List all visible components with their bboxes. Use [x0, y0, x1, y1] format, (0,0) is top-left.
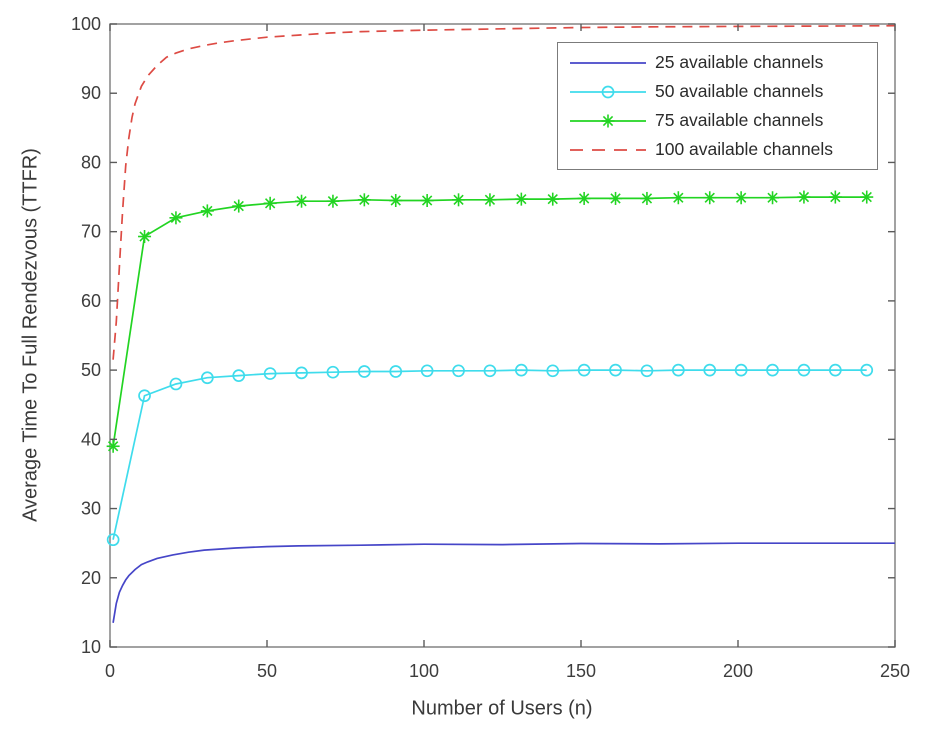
- series-75-available-channels: [106, 190, 874, 453]
- x-tick-label: 50: [257, 661, 277, 681]
- y-tick-label: 30: [81, 499, 101, 519]
- legend-label-50-channels: 50 available channels: [655, 81, 824, 101]
- legend-label-75-channels: 75 available channels: [655, 110, 824, 130]
- legend-label-100-channels: 100 available channels: [655, 139, 834, 159]
- x-axis-ticks: 0 50 100 150 200 250: [105, 24, 910, 681]
- x-tick-label: 250: [880, 661, 910, 681]
- y-tick-label: 20: [81, 568, 101, 588]
- legend-item-25-channels: 25 available channels: [568, 52, 871, 73]
- legend-item-50-channels: 50 available channels: [568, 81, 871, 102]
- y-tick-label: 60: [81, 291, 101, 311]
- x-tick-label: 150: [566, 661, 596, 681]
- x-tick-label: 0: [105, 661, 115, 681]
- y-tick-label: 70: [81, 222, 101, 242]
- legend-swatch-75-channels: [570, 114, 646, 127]
- y-tick-label: 90: [81, 83, 101, 103]
- x-tick-label: 200: [723, 661, 753, 681]
- y-tick-label: 100: [71, 14, 101, 34]
- x-axis-label: Number of Users (n): [411, 697, 593, 720]
- y-axis-ticks: 10 20 30 40 50 60 70 80 90 100: [71, 14, 895, 657]
- y-tick-label: 40: [81, 429, 101, 449]
- series-100-available-channels: [112, 24, 896, 360]
- series-50-available-channels: [106, 363, 874, 547]
- y-tick-label: 50: [81, 360, 101, 380]
- y-tick-label: 10: [81, 637, 101, 657]
- legend-item-75-channels: 75 available channels: [568, 110, 871, 131]
- legend-label-25-channels: 25 available channels: [655, 52, 824, 72]
- y-tick-label: 80: [81, 152, 101, 172]
- y-axis-label: Average Time To Full Rendezvous (TTFR): [19, 148, 42, 522]
- legend-swatch-50-channels: [570, 85, 646, 98]
- plot-border: [109, 23, 896, 648]
- series-25-available-channels: [112, 542, 895, 623]
- legend-swatch-25-channels: [570, 61, 646, 64]
- legend: 25 available channels 50 available chann…: [557, 42, 878, 170]
- x-tick-label: 100: [409, 661, 439, 681]
- legend-item-100-channels: 100 available channels: [568, 139, 871, 160]
- legend-swatch-100-channels: [570, 148, 646, 151]
